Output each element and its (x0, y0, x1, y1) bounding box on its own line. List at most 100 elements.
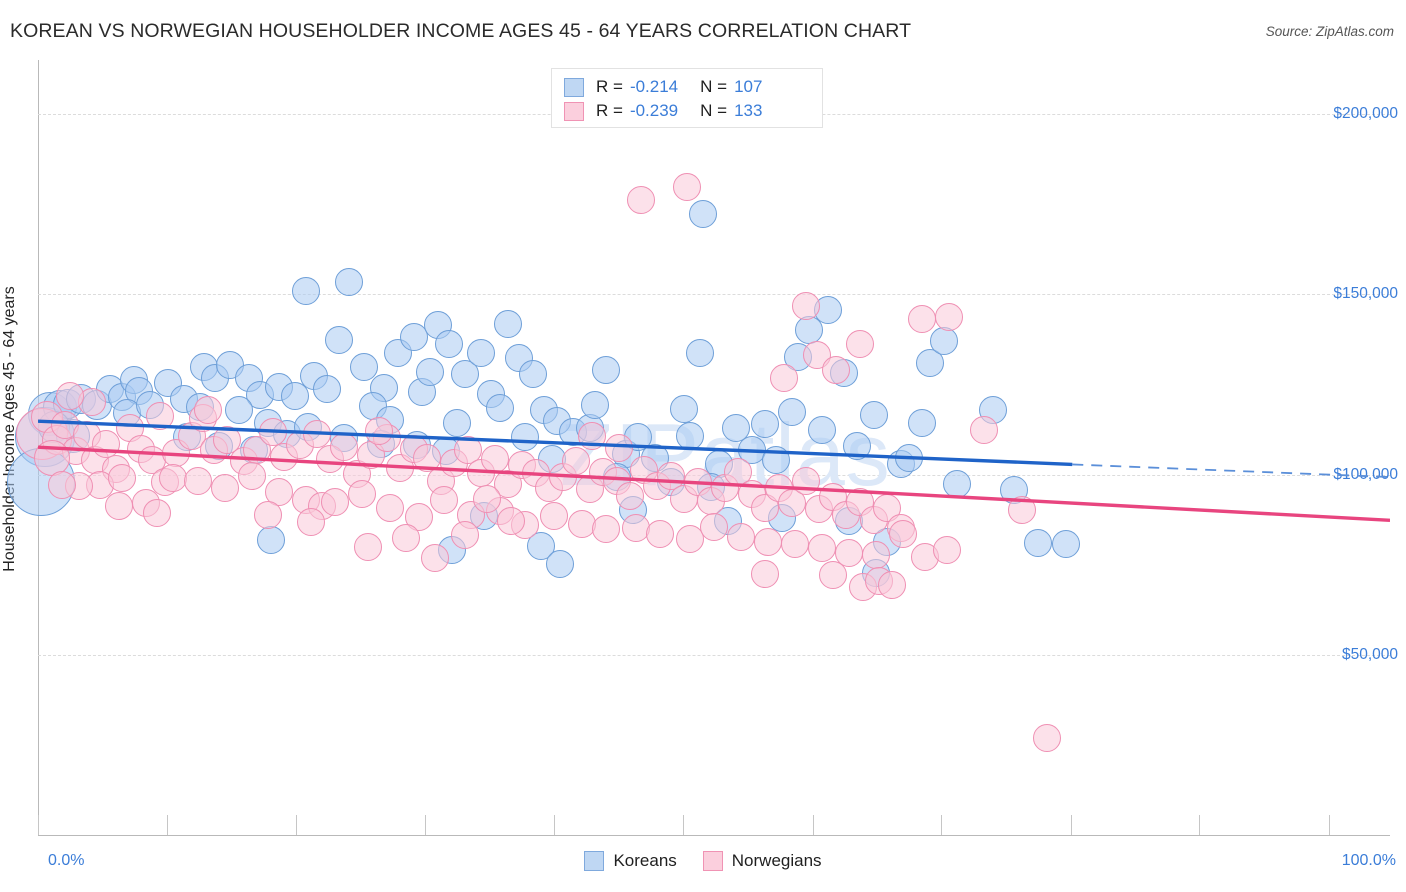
scatter-point-k (334, 268, 363, 297)
gridline-150000 (38, 294, 1390, 296)
scatter-point-n (107, 463, 136, 492)
legend-label-koreans: Koreans (613, 851, 677, 870)
x-axis-tick-6 (812, 815, 814, 835)
scatter-point-n (791, 466, 820, 495)
gridline-50000 (38, 654, 1390, 656)
scatter-point-k (435, 329, 463, 358)
scatter-point-n (808, 533, 837, 562)
x-axis-tick-8 (1070, 815, 1072, 835)
series-swatch-norwegians-icon (564, 101, 584, 121)
x-axis-max-label: 100.0% (1341, 852, 1396, 869)
scatter-point-n (237, 461, 266, 490)
scatter-point-k (467, 339, 496, 368)
scatter-point-n (364, 416, 393, 445)
stats-row-norwegians: R = -0.239 N = 133 (564, 99, 812, 123)
page-title: KOREAN VS NORWEGIAN HOUSEHOLDER INCOME A… (10, 20, 912, 42)
scatter-point-k (675, 421, 704, 450)
scatter-point-k (689, 199, 718, 228)
r-label-norwegians: R = (596, 101, 623, 120)
scatter-point-k (778, 397, 807, 426)
scatter-point-n (675, 525, 704, 554)
scatter-point-n (970, 415, 999, 444)
scatter-point-k (581, 390, 610, 419)
scatter-point-n (791, 292, 820, 321)
scatter-point-n (932, 535, 961, 564)
scatter-point-n (770, 363, 799, 392)
x-axis-tick-7 (941, 815, 943, 835)
scatter-point-n (159, 464, 188, 493)
stats-row-koreans: R = -0.214 N = 107 (564, 75, 812, 99)
x-axis-min-label: 0.0% (48, 852, 85, 869)
scatter-point-k (670, 395, 699, 424)
n-label-norwegians: N = (700, 101, 728, 120)
scatter-point-k (256, 526, 285, 555)
scatter-point-k (518, 360, 547, 389)
scatter-point-k (943, 469, 972, 498)
scatter-point-n (183, 467, 212, 496)
scatter-point-k (486, 394, 515, 423)
scatter-point-n (391, 523, 420, 552)
n-value-koreans: 107 (734, 77, 763, 96)
scatter-point-k (545, 549, 574, 578)
scatter-point-n (591, 515, 620, 544)
x-axis-tick-2 (296, 815, 298, 835)
scatter-point-n (329, 433, 358, 462)
scatter-point-n (142, 498, 171, 527)
x-axis-tick-4 (554, 815, 556, 835)
scatter-point-k (510, 423, 539, 452)
scatter-point-n (846, 330, 875, 359)
scatter-point-n (353, 533, 382, 562)
scatter-point-n (700, 513, 728, 542)
scatter-point-n (567, 510, 596, 539)
scatter-point-n (56, 381, 85, 410)
scatter-point-n (1008, 495, 1037, 524)
y-axis-label-50000: $50,000 (1341, 645, 1398, 663)
scatter-point-n (562, 446, 591, 475)
scatter-point-n (421, 543, 450, 572)
x-axis-tick-0 (38, 815, 39, 835)
x-axis-tick-5 (682, 815, 684, 835)
scatter-point-n (878, 570, 907, 599)
scatter-point-k (325, 325, 354, 354)
scatter-point-n (302, 420, 331, 449)
scatter-point-k (1024, 529, 1053, 558)
scatter-point-n (626, 185, 655, 214)
scatter-point-n (889, 519, 918, 548)
r-label-koreans: R = (596, 77, 623, 96)
y-axis-label-150000: $150,000 (1333, 285, 1398, 303)
scatter-point-k (280, 382, 309, 411)
scatter-point-n (375, 493, 404, 522)
legend-item-norwegians[interactable]: Norwegians (702, 851, 822, 871)
scatter-point-n (754, 527, 783, 556)
scatter-point-k (313, 374, 342, 403)
scatter-point-k (225, 395, 254, 424)
scatter-point-n (451, 521, 480, 550)
scatter-point-k (929, 326, 958, 355)
legend-swatch-norwegians-icon (702, 851, 723, 871)
scatter-point-n (145, 402, 174, 431)
scatter-point-n (540, 502, 569, 531)
scatter-point-n (48, 470, 77, 499)
scatter-point-n (621, 513, 650, 542)
scatter-point-n (321, 488, 350, 517)
scatter-point-k (843, 432, 872, 461)
scatter-point-n (781, 530, 810, 559)
scatter-point-n (105, 492, 134, 521)
series-swatch-koreans-icon (564, 77, 584, 97)
scatter-point-n (429, 486, 458, 515)
scatter-point-k (751, 410, 780, 439)
scatter-point-k (808, 416, 837, 445)
legend-item-koreans[interactable]: Koreans (584, 851, 677, 871)
scatter-point-n (194, 396, 223, 424)
scatter-point-n (1032, 724, 1061, 753)
scatter-point-k (399, 322, 428, 351)
x-axis-line (38, 835, 1390, 836)
scatter-point-n (297, 508, 326, 537)
scatter-point-n (821, 356, 850, 385)
x-axis-tick-1 (167, 815, 169, 835)
scatter-point-n (727, 522, 756, 551)
scatter-point-k (894, 443, 923, 472)
r-value-koreans: -0.214 (629, 77, 679, 96)
scatter-point-k (494, 309, 523, 338)
scatter-point-n (862, 541, 891, 570)
